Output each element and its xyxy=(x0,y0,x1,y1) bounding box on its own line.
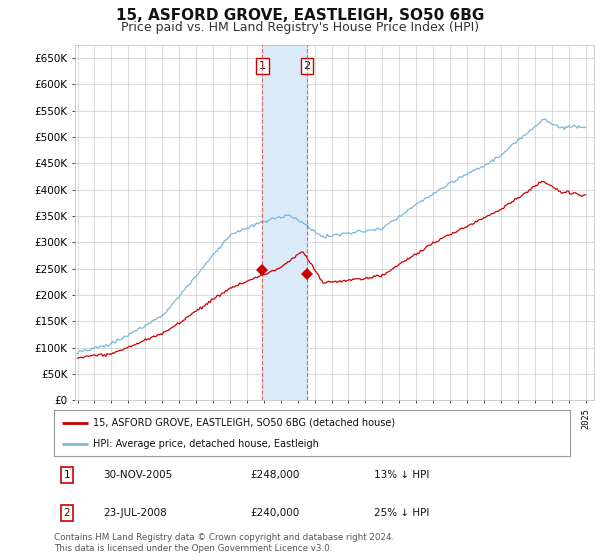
Text: 15, ASFORD GROVE, EASTLEIGH, SO50 6BG: 15, ASFORD GROVE, EASTLEIGH, SO50 6BG xyxy=(116,8,484,24)
Text: £248,000: £248,000 xyxy=(250,470,299,480)
Text: 25% ↓ HPI: 25% ↓ HPI xyxy=(374,508,429,518)
Text: HPI: Average price, detached house, Eastleigh: HPI: Average price, detached house, East… xyxy=(92,439,319,449)
Text: 30-NOV-2005: 30-NOV-2005 xyxy=(103,470,172,480)
Text: £240,000: £240,000 xyxy=(250,508,299,518)
Text: 15, ASFORD GROVE, EASTLEIGH, SO50 6BG (detached house): 15, ASFORD GROVE, EASTLEIGH, SO50 6BG (d… xyxy=(92,418,395,428)
Text: Contains HM Land Registry data © Crown copyright and database right 2024.
This d: Contains HM Land Registry data © Crown c… xyxy=(54,533,394,553)
Text: 2: 2 xyxy=(64,508,70,518)
Text: Price paid vs. HM Land Registry's House Price Index (HPI): Price paid vs. HM Land Registry's House … xyxy=(121,21,479,34)
Text: 23-JUL-2008: 23-JUL-2008 xyxy=(103,508,167,518)
Text: 1: 1 xyxy=(64,470,70,480)
Text: 13% ↓ HPI: 13% ↓ HPI xyxy=(374,470,429,480)
Text: 2: 2 xyxy=(304,61,311,71)
Text: 1: 1 xyxy=(259,61,266,71)
Bar xyxy=(262,45,307,400)
